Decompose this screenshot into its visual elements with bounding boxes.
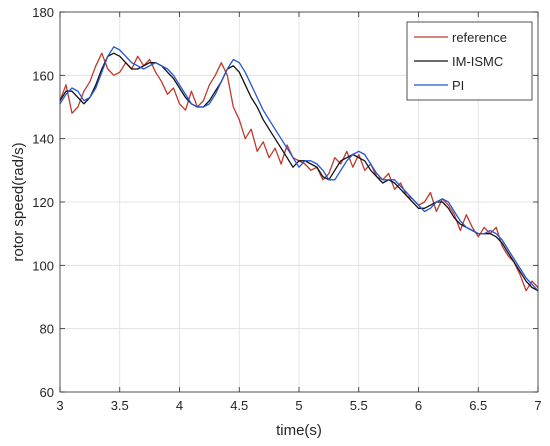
y-tick-label: 100 [32,258,54,273]
legend-label-reference: reference [452,30,507,45]
y-tick-label: 120 [32,195,54,210]
legend: reference IM-ISMC PI [406,21,533,101]
legend-label-pi: PI [452,78,464,93]
series-line-im-ismc [59,52,539,292]
x-tick-label: 3 [56,398,63,413]
x-tick-label: 7 [534,398,541,413]
x-axis-label: time(s) [276,422,322,439]
x-tick-label: 3.5 [111,398,129,413]
y-tick-label: 60 [40,385,54,400]
y-tick-label: 160 [32,68,54,83]
series-line-pi [59,46,539,292]
axis-ticks: 3 3.5 4 4.5 5 5.5 6 6.5 7 60 80 100 120 140 160 180 [32,5,541,413]
x-tick-label: 4.5 [230,398,248,413]
legend-label-im-ismc: IM-ISMC [452,54,503,69]
x-tick-label: 6.5 [469,398,487,413]
x-tick-label: 5 [295,398,302,413]
x-tick-label: 4 [176,398,183,413]
series-lines [59,46,539,292]
y-axis-label: rotor speed(rad/s) [10,142,27,261]
y-tick-label: 80 [40,322,54,337]
x-tick-label: 5.5 [350,398,368,413]
y-tick-label: 180 [32,5,54,20]
x-tick-label: 6 [415,398,422,413]
y-tick-label: 140 [32,132,54,147]
